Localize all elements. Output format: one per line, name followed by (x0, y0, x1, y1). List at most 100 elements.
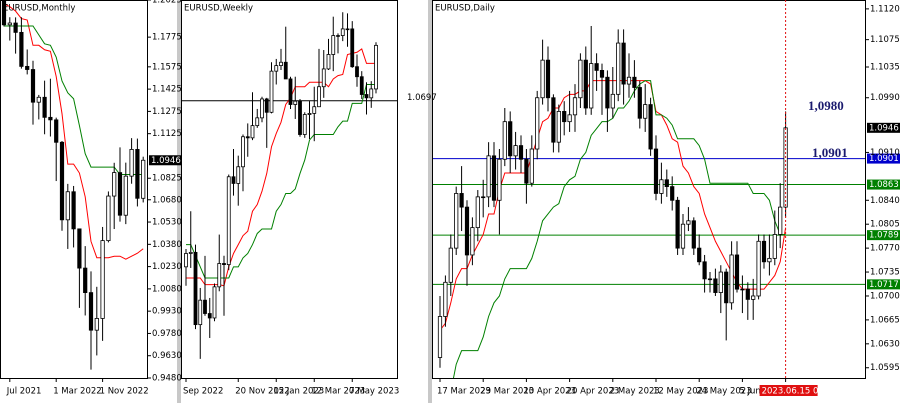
candle-body (637, 87, 642, 119)
level-label: 1.0717 (869, 280, 899, 290)
chart-title: EURUSD,Daily (435, 4, 495, 14)
candle-body (112, 172, 117, 197)
candle-body (448, 247, 453, 283)
candle-body (212, 286, 217, 319)
candle-body (123, 175, 128, 216)
x-tick-label: 12 Mar 2023 (311, 387, 365, 397)
x-tick-label: Jul 2021 (6, 387, 42, 397)
x-tick-label: 24 May 2023 (696, 387, 751, 397)
candle-body (513, 145, 518, 157)
candle-body (610, 93, 615, 109)
y-tick-label: 1.0990 (870, 93, 900, 103)
candle-body (729, 254, 734, 304)
candle-body (321, 68, 326, 88)
candle-body (54, 119, 59, 143)
candle-body (454, 193, 459, 249)
plot (432, 25, 866, 378)
candle-body (317, 86, 321, 108)
candle-body (572, 97, 578, 116)
y-tick-label: 1.0230 (152, 262, 182, 272)
candle-body (283, 61, 288, 80)
y-tick-label: 1.1575 (152, 62, 182, 72)
candle-body (459, 193, 464, 208)
candle-body (117, 172, 123, 216)
x-tick-label: 20 Nov 2022 (235, 387, 289, 397)
candle-body (751, 295, 756, 300)
y-tick-label: 1.1425 (152, 85, 182, 95)
candle-body (264, 98, 269, 113)
price-box (149, 155, 182, 166)
candle-body (443, 281, 448, 317)
chart-title: EURUSD,Weekly (184, 4, 253, 14)
candle-body (19, 31, 24, 67)
candle-body (497, 158, 502, 201)
candle-body (670, 186, 675, 201)
candle-body (269, 70, 274, 113)
candle-body (756, 240, 761, 297)
y-tick-label: 1.0910 (870, 148, 900, 158)
candle-body (491, 155, 497, 201)
candle-body (217, 263, 222, 288)
candle-body (481, 196, 486, 199)
candle-body (664, 179, 669, 188)
candle-body (36, 96, 41, 103)
candle-body (288, 78, 293, 105)
candle-body (772, 234, 777, 259)
y-tick-label: 1.0735 (870, 268, 900, 278)
candle-body (540, 59, 545, 99)
candle-body (302, 114, 307, 135)
candle-body (675, 199, 680, 249)
y-tick-label: 1.0530 (152, 218, 182, 228)
y-tick-label: 0.9630 (152, 351, 182, 361)
candle-body (508, 121, 513, 157)
price-label: 1.0946 (151, 156, 181, 166)
plot-border (0, 0, 148, 379)
y-tick-label: 1.0080 (152, 284, 182, 294)
y-tick-label: 1.0805 (870, 220, 900, 230)
candle-body (184, 253, 188, 268)
y-tick-label: 1.0630 (870, 339, 900, 349)
candle-body (643, 104, 648, 119)
y-tick-label: 1.1275 (152, 107, 182, 117)
candle-body (359, 76, 364, 95)
level-box (867, 279, 900, 290)
candle-body (279, 61, 283, 66)
candle-body (65, 191, 70, 221)
candle-body (25, 65, 30, 70)
level-label: 1.0901 (869, 154, 899, 164)
y-tick-label: 1.0380 (152, 240, 182, 250)
candle-body (529, 148, 534, 184)
candle-body (106, 195, 111, 242)
candle-body (470, 227, 475, 256)
candle-body (578, 59, 583, 99)
candle-body (605, 76, 610, 109)
indicator-line (3, 3, 144, 260)
candle-body (761, 240, 767, 263)
candle-body (518, 145, 524, 160)
candle-body (632, 76, 637, 88)
level-label: 1.0863 (869, 180, 899, 190)
candle-body (345, 28, 350, 31)
candle-body (255, 117, 260, 127)
candle-body (653, 148, 659, 194)
candle-body (616, 42, 621, 95)
level-label: 1.0697 (407, 93, 437, 103)
candle-body (350, 28, 355, 68)
y-tick-label: 1.1120 (870, 4, 900, 14)
candle-body (740, 288, 745, 291)
candle-body (83, 267, 88, 293)
price-label: 1.0946 (869, 123, 899, 133)
x-tick-label: 15 Jan 2023 (273, 387, 324, 397)
candle-body (231, 176, 236, 184)
x-tick-label: 1 Mar 2022 (53, 387, 101, 397)
candle-body (48, 116, 53, 121)
x-tick-label: 12 May 2023 (653, 387, 708, 397)
candle-body (621, 42, 626, 85)
x-tick-label: Sep 2022 (183, 387, 223, 397)
candle-body (100, 240, 105, 319)
y-tick-label: 1.0770 (870, 244, 900, 254)
x-tick-label: 2 May 2023 (610, 387, 660, 397)
candle-body (369, 88, 374, 99)
candle-body (545, 59, 551, 99)
